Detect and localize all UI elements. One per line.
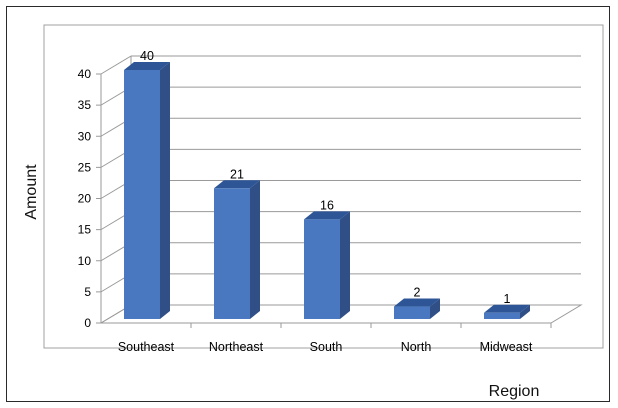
y-tick-label: 25 — [78, 160, 92, 174]
y-tick-label: 10 — [78, 254, 92, 268]
bar — [394, 299, 440, 319]
bar-front — [484, 313, 520, 319]
y-tick-label: 15 — [78, 223, 92, 237]
x-tick-label: Northeast — [209, 340, 264, 354]
bar — [214, 180, 260, 319]
data-label: 16 — [320, 198, 334, 212]
bar-front — [394, 307, 430, 319]
data-label: 2 — [414, 286, 421, 300]
x-tick-label: South — [310, 340, 343, 354]
y-tick-label: 30 — [78, 129, 92, 143]
data-label: 21 — [230, 167, 244, 181]
y-tick-label: 0 — [84, 316, 91, 330]
x-axis-title: Region — [489, 383, 540, 400]
bar-side — [340, 211, 350, 319]
y-tick-label: 40 — [78, 67, 92, 81]
bar — [304, 211, 350, 319]
x-tick-label: Midweast — [480, 340, 533, 354]
bar-side — [250, 180, 260, 319]
x-tick-label: North — [401, 340, 432, 354]
bar-front — [124, 70, 160, 319]
y-axis-title: Amount — [23, 164, 40, 220]
x-tick-label: Southeast — [118, 340, 175, 354]
y-tick-label: 20 — [78, 192, 92, 206]
y-tick-label: 5 — [84, 285, 91, 299]
y-tick-label: 35 — [78, 98, 92, 112]
bar — [124, 62, 170, 319]
bar-front — [214, 188, 250, 319]
bar-side — [160, 62, 170, 319]
data-label: 1 — [504, 292, 511, 306]
bar-front — [304, 219, 340, 319]
data-label: 40 — [140, 49, 154, 63]
